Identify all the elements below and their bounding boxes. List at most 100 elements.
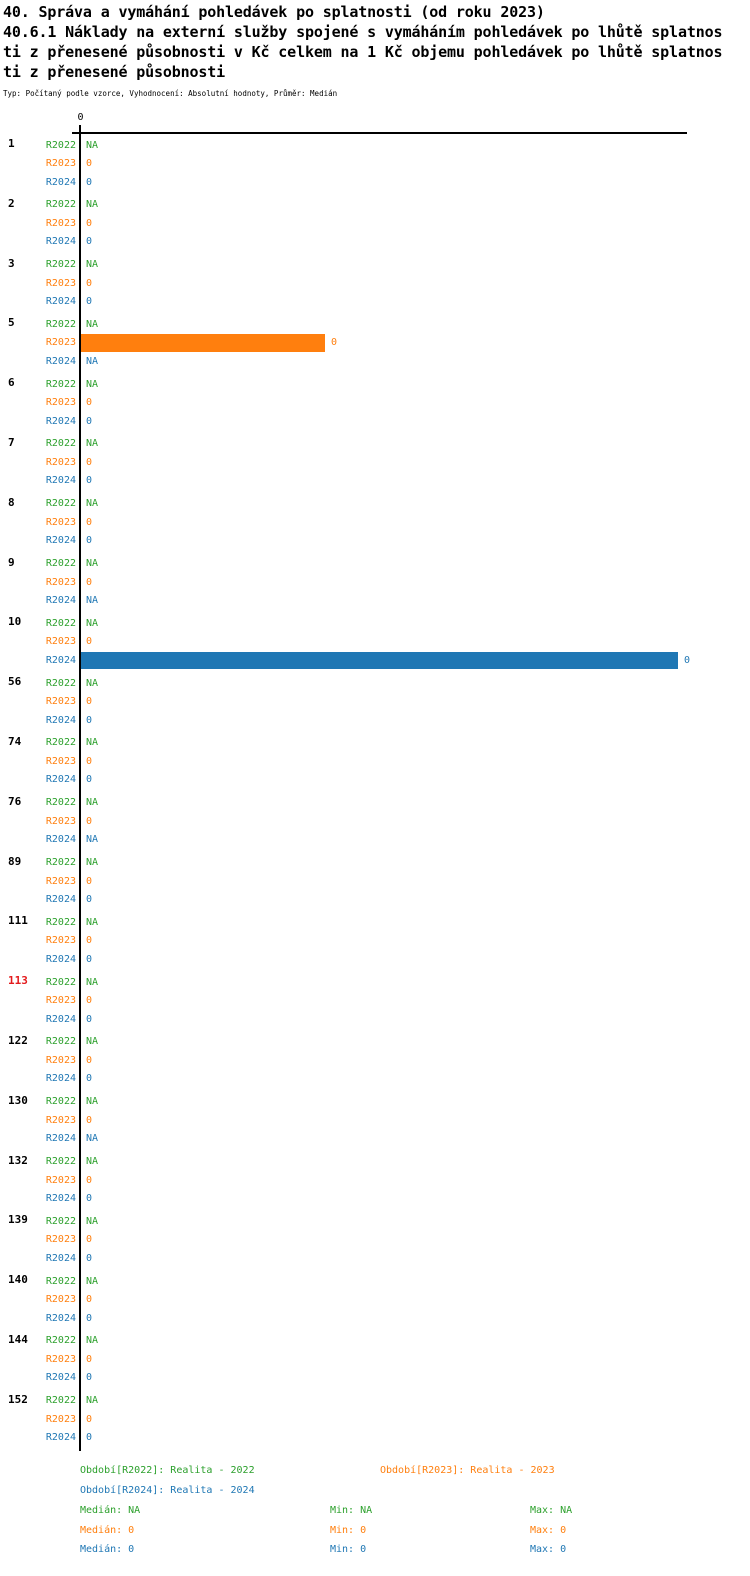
- stat-max-r2022: Max: NA: [530, 1505, 573, 1516]
- bar-row: R2023 0: [46, 932, 687, 951]
- series-label: R2024: [45, 1372, 76, 1384]
- series-label: R2023: [45, 456, 76, 468]
- bar-row: R2023 0: [46, 1171, 687, 1190]
- bar-row: R2023 0: [46, 752, 687, 771]
- bar-group: 7 R2022 NA R2023 0 R2024 0: [8, 435, 687, 491]
- value-label: NA: [86, 1096, 99, 1108]
- bar-row: R2023 0: [46, 214, 687, 233]
- series-label: R2023: [45, 1234, 76, 1246]
- series-label: R2024: [45, 236, 76, 248]
- bar-row: R2024 0: [46, 1070, 687, 1089]
- value-label: 0: [86, 894, 93, 906]
- series-label: R2022: [45, 139, 76, 151]
- bar-row: 76 R2022 NA: [8, 794, 687, 813]
- value-label: NA: [86, 677, 99, 689]
- value-label: 0: [86, 755, 93, 767]
- value-label: NA: [86, 438, 99, 450]
- group-id-label: 5: [8, 316, 15, 330]
- bar-row: 113 R2022 NA: [8, 973, 687, 992]
- value-label: 0: [86, 1234, 93, 1246]
- series-label: R2022: [45, 857, 76, 869]
- stat-median-r2023: Medián: 0: [80, 1524, 135, 1536]
- bar-row: R2023 0: [46, 394, 687, 413]
- bar-row: 1 R2022 NA: [8, 136, 687, 155]
- bar-row: R2023 0: [46, 872, 687, 891]
- series-label: R2023: [45, 576, 76, 588]
- value-label: NA: [86, 1275, 99, 1287]
- indicator-subtitle-line-1: 40.6.1 Náklady na externí služby spojené…: [3, 23, 723, 41]
- bar-row: 89 R2022 NA: [8, 854, 687, 873]
- bar-row: 144 R2022 NA: [8, 1332, 687, 1351]
- bar-row: R2024 0: [46, 711, 687, 730]
- bar-row: R2023 0: [46, 1410, 687, 1429]
- bar-group: 3 R2022 NA R2023 0 R2024 0: [8, 256, 687, 312]
- bar-row: 139 R2022 NA: [8, 1212, 687, 1231]
- series-label: R2023: [45, 875, 76, 887]
- value-label: 0: [86, 415, 93, 427]
- value-label: 0: [86, 535, 93, 547]
- bar: [81, 334, 325, 352]
- bar-row: 9 R2022 NA: [8, 555, 687, 574]
- bar-row: R2023 0: [46, 812, 687, 831]
- group-id-label: 144: [8, 1332, 28, 1346]
- report-header: 40. Správa a vymáhání pohledávek po spla…: [3, 2, 722, 99]
- bar-row: R2023 0: [46, 693, 687, 712]
- bar-row: R2024 0: [46, 771, 687, 790]
- group-id-label: 6: [8, 376, 15, 390]
- bar-group: 6 R2022 NA R2023 0 R2024 0: [8, 375, 687, 431]
- group-id-label: 130: [8, 1093, 28, 1107]
- bar-row: R2024 0: [46, 412, 687, 431]
- series-label: R2023: [45, 217, 76, 229]
- series-label: R2024: [45, 1193, 76, 1205]
- group-id-label: 132: [8, 1153, 28, 1167]
- bar-row: R2024 0: [46, 293, 687, 312]
- bar-group: 111 R2022 NA R2023 0 R2024 0: [8, 913, 687, 969]
- series-label: R2023: [45, 1294, 76, 1306]
- value-label: NA: [86, 1036, 99, 1048]
- bar-row: 5 R2022 NA: [8, 315, 687, 334]
- bar-row: R2023 0: [46, 1051, 687, 1070]
- legend-item-r2022: Období[R2022]: Realita - 2022: [80, 1465, 255, 1476]
- value-label: NA: [86, 498, 99, 510]
- value-label: 0: [86, 1114, 93, 1126]
- series-label: R2022: [45, 797, 76, 809]
- series-label: R2022: [45, 617, 76, 629]
- bar-row: R2024 0: [46, 1010, 687, 1029]
- bar-row: R2023 0: [46, 453, 687, 472]
- series-label: R2023: [45, 995, 76, 1007]
- bar-row: R2023 0: [46, 513, 687, 532]
- value-label: 0: [86, 516, 93, 528]
- series-label: R2022: [45, 318, 76, 330]
- bar-group: 2 R2022 NA R2023 0 R2024 0: [8, 196, 687, 252]
- series-label: R2022: [45, 916, 76, 928]
- value-label: 0: [86, 277, 93, 289]
- stat-min-r2022: Min: NA: [330, 1505, 373, 1516]
- value-label: 0: [86, 636, 93, 648]
- bar-row: 7 R2022 NA: [8, 435, 687, 454]
- series-label: R2023: [45, 1054, 76, 1066]
- group-id-label: 122: [8, 1033, 28, 1047]
- x-axis-tick-label: 0: [77, 112, 84, 123]
- series-label: R2022: [45, 1096, 76, 1108]
- value-label: 0: [86, 1372, 93, 1384]
- series-label: R2022: [45, 378, 76, 390]
- group-id-label: 8: [8, 495, 15, 509]
- series-label: R2024: [45, 176, 76, 188]
- value-label: 0: [86, 1413, 93, 1425]
- series-label: R2023: [45, 397, 76, 409]
- stat-median-r2024: Medián: 0: [80, 1544, 135, 1555]
- value-label: NA: [86, 595, 99, 607]
- stat-min-r2024: Min: 0: [330, 1544, 367, 1555]
- series-label: R2023: [45, 337, 76, 349]
- bar-row: R2024 0: [46, 233, 687, 252]
- bar-row: R2023 0: [46, 573, 687, 592]
- bar-row: R2024 0: [46, 1309, 687, 1328]
- bar-row: 2 R2022 NA: [8, 196, 687, 215]
- stat-min-r2023: Min: 0: [330, 1524, 367, 1536]
- series-label: R2022: [45, 1156, 76, 1168]
- series-label: R2022: [45, 438, 76, 450]
- legend-item-r2024: Období[R2024]: Realita - 2024: [80, 1485, 255, 1496]
- value-label: 0: [86, 953, 93, 965]
- value-label: NA: [86, 1215, 99, 1227]
- bar-row: R2023 0: [46, 334, 687, 353]
